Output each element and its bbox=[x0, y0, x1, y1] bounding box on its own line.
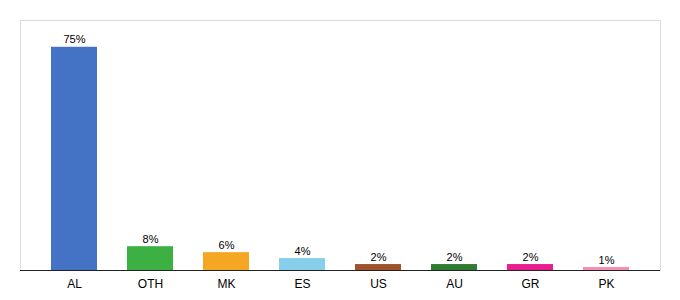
svg-text:US: US bbox=[370, 277, 387, 291]
svg-text:2%: 2% bbox=[371, 251, 387, 263]
svg-text:8%: 8% bbox=[143, 233, 159, 245]
svg-text:GR: GR bbox=[522, 277, 540, 291]
svg-text:AL: AL bbox=[67, 277, 82, 291]
svg-text:AU: AU bbox=[446, 277, 463, 291]
svg-text:OTH: OTH bbox=[138, 277, 163, 291]
svg-text:75%: 75% bbox=[63, 33, 85, 45]
svg-text:2%: 2% bbox=[523, 251, 539, 263]
svg-text:2%: 2% bbox=[447, 251, 463, 263]
svg-text:6%: 6% bbox=[219, 239, 235, 251]
svg-text:4%: 4% bbox=[295, 245, 311, 257]
svg-text:1%: 1% bbox=[599, 254, 615, 266]
svg-text:PK: PK bbox=[598, 277, 614, 291]
svg-text:ES: ES bbox=[294, 277, 310, 291]
svg-text:MK: MK bbox=[218, 277, 236, 291]
